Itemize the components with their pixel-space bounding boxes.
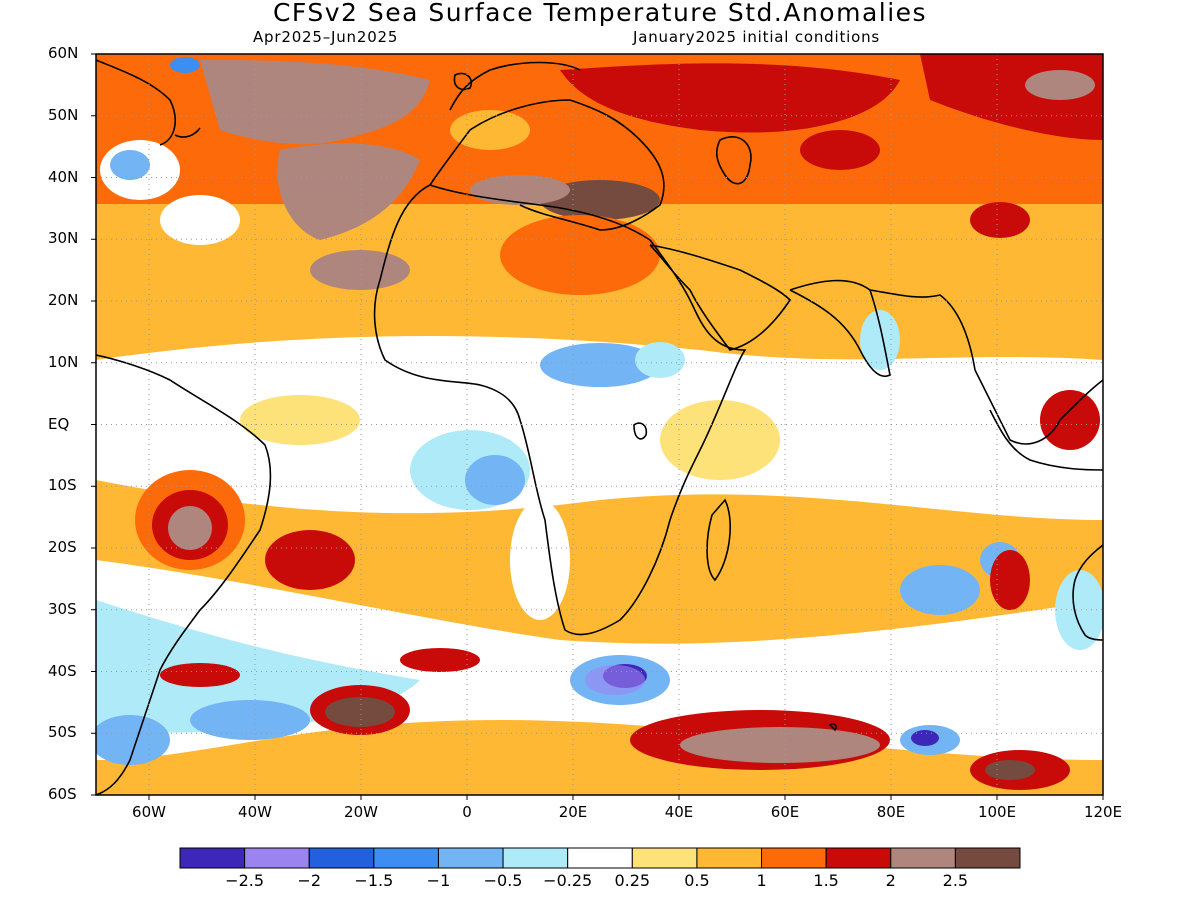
- colorbar-label: −0.5: [483, 871, 523, 890]
- colorbar-label: 1.5: [813, 871, 839, 890]
- lon-tick-label: 40W: [238, 803, 272, 821]
- colorbar-swatch: [244, 847, 310, 869]
- lat-tick-label: 60N: [48, 44, 79, 62]
- lat-tick-label: 50N: [48, 105, 79, 124]
- colorbar-label: 0.25: [614, 871, 651, 890]
- colorbar-label: 0.5: [684, 871, 710, 890]
- colorbar-swatch: [308, 847, 375, 869]
- graticule: [91, 53, 1104, 800]
- colorbar-swatch: [825, 847, 892, 869]
- colorbar-label: −2.5: [225, 871, 265, 890]
- forecast-period: Apr2025–Jun2025: [253, 28, 399, 46]
- colorbar-label: −1.5: [354, 871, 394, 890]
- lon-tick-label: 0: [462, 803, 472, 821]
- lon-tick-label: 20E: [558, 803, 588, 821]
- lat-tick-label: 40N: [48, 167, 79, 186]
- colorbar-swatch: [437, 847, 504, 869]
- lat-tick-label: 30S: [48, 599, 77, 618]
- lat-tick-label: 20S: [48, 538, 77, 556]
- colorbar-label: −1: [426, 871, 451, 890]
- colorbar-label: 1: [756, 871, 767, 890]
- lon-tick-label: 120E: [1083, 803, 1123, 821]
- map-title: CFSv2 Sea Surface Temperature Std.Anomal…: [272, 0, 928, 27]
- lat-tick-label: 40S: [48, 661, 77, 680]
- colorbar-swatch: [631, 847, 698, 869]
- lon-tick-label: 20W: [344, 803, 378, 821]
- lat-tick-label: 30N: [48, 229, 79, 248]
- lon-tick-label: 60E: [770, 803, 800, 821]
- colorbar-swatch: [567, 847, 633, 869]
- colorbar: [179, 847, 1021, 869]
- colorbar-label: −0.25: [543, 871, 593, 890]
- lon-tick-label: 80E: [876, 803, 906, 821]
- lon-tick-label: 100E: [977, 803, 1017, 821]
- plot-frame: [95, 53, 1104, 796]
- lat-tick-label: EQ: [48, 414, 70, 433]
- colorbar-swatch: [890, 847, 956, 869]
- lat-tick-label: 20N: [48, 291, 79, 309]
- colorbar-swatch: [502, 847, 569, 869]
- lat-tick-label: 10S: [48, 476, 77, 495]
- colorbar-swatch: [179, 847, 246, 869]
- lat-tick-label: 50S: [48, 723, 77, 742]
- colorbar-swatch: [954, 847, 1021, 869]
- lat-tick-label: 60S: [48, 785, 77, 803]
- colorbar-label: 2.5: [942, 871, 969, 890]
- coastlines: [96, 59, 1103, 795]
- lon-tick-label: 40E: [664, 803, 694, 821]
- colorbar-swatch: [373, 847, 439, 869]
- colorbar-label: −2: [297, 871, 322, 890]
- anomaly-field: [96, 54, 1103, 795]
- lat-tick-label: 10N: [48, 352, 79, 371]
- colorbar-label: 2: [885, 871, 896, 890]
- colorbar-swatch: [761, 847, 827, 869]
- lon-tick-label: 60W: [132, 803, 166, 821]
- colorbar-swatch: [696, 847, 763, 869]
- initial-conditions: January2025 initial conditions: [633, 28, 880, 46]
